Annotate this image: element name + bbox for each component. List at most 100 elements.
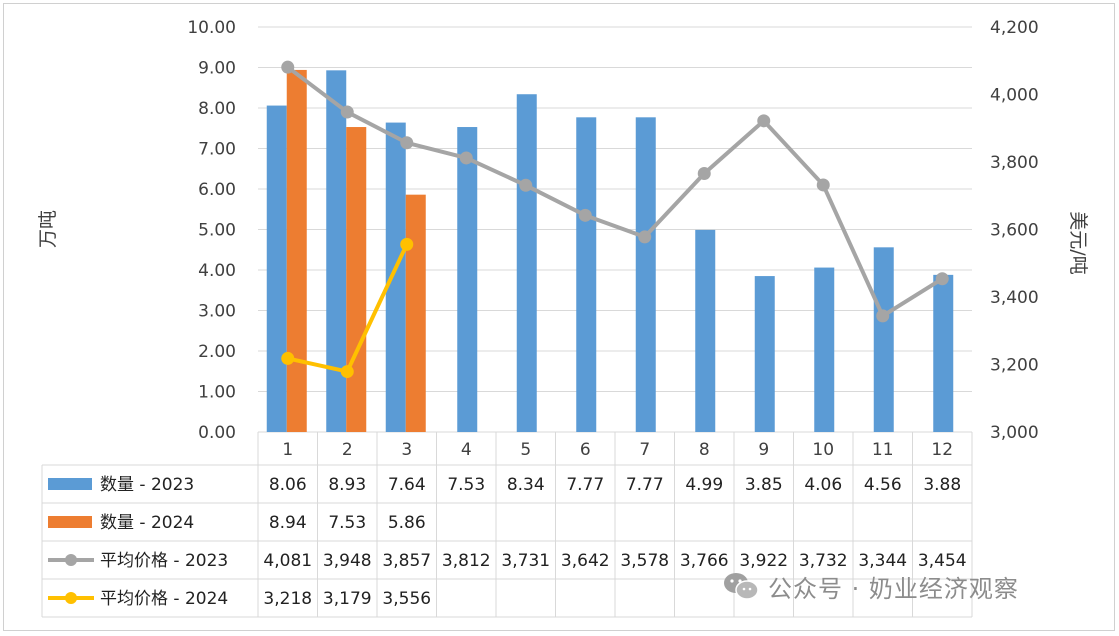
x-tick-label: 2	[342, 440, 353, 460]
table-cell: 7.77	[626, 475, 664, 495]
legend-label: 平均价格 - 2023	[100, 551, 228, 571]
y2-tick-label: 3,800	[990, 153, 1039, 173]
table-cell: 3,948	[323, 551, 372, 571]
table-cell: 4.99	[685, 475, 723, 495]
series-point	[340, 365, 354, 379]
x-tick-label: 3	[401, 440, 412, 460]
table-cell: 7.77	[566, 475, 604, 495]
table-cell: 3,218	[263, 589, 312, 609]
y2-tick-label: 4,000	[990, 86, 1039, 106]
series-point	[816, 178, 830, 192]
x-tick-label: 6	[580, 440, 591, 460]
y-tick-label: 4.00	[198, 261, 236, 281]
bar	[326, 70, 347, 433]
watermark-text: 公众号 · 奶业经济观察	[768, 574, 1019, 603]
bar	[346, 127, 367, 432]
table-cell: 3,578	[620, 551, 669, 571]
series-point	[697, 166, 711, 180]
series-point	[400, 136, 414, 150]
series-point	[876, 309, 890, 323]
y-tick-label: 2.00	[198, 342, 236, 362]
legend-label: 数量 - 2024	[100, 513, 194, 533]
y-tick-label: 5.00	[198, 221, 236, 241]
bar	[873, 247, 894, 432]
series-line	[286, 65, 944, 318]
y2-tick-label: 3,000	[990, 423, 1039, 443]
y-tick-label: 1.00	[198, 383, 236, 403]
table-cell: 3,454	[918, 551, 967, 571]
table-cell: 4,081	[263, 551, 312, 571]
chart-frame	[3, 3, 1115, 631]
y-tick-label: 0.00	[198, 423, 236, 443]
x-tick-label: 10	[812, 440, 834, 460]
y2-tick-label: 3,200	[990, 356, 1039, 376]
y-tick-label: 10.00	[187, 18, 236, 38]
series-point	[400, 237, 414, 251]
table-cell: 3,732	[799, 551, 848, 571]
bar	[405, 194, 426, 432]
wechat-icon	[722, 570, 760, 602]
y-tick-label: 6.00	[198, 180, 236, 200]
table-cell: 3,179	[323, 589, 372, 609]
series-point	[340, 105, 354, 119]
legend-swatch	[48, 516, 92, 528]
legend-marker	[65, 554, 77, 566]
x-tick-label: 4	[461, 440, 472, 460]
table-cell: 4.56	[864, 475, 902, 495]
y2-tick-label: 4,200	[990, 18, 1039, 38]
series-point	[578, 208, 592, 222]
bar	[266, 105, 287, 432]
table-cell: 3.85	[745, 475, 783, 495]
table-cell: 3,812	[442, 551, 491, 571]
table-cell: 8.93	[328, 475, 366, 495]
bar	[516, 94, 537, 432]
y-tick-label: 7.00	[198, 140, 236, 160]
x-tick-label: 11	[872, 440, 894, 460]
x-tick-label: 8	[699, 440, 710, 460]
x-tick-label: 5	[520, 440, 531, 460]
table-cell: 3,642	[561, 551, 610, 571]
bar	[385, 122, 406, 432]
x-tick-label: 12	[931, 440, 953, 460]
bar	[286, 69, 307, 433]
table-cell: 3,766	[680, 551, 729, 571]
table-cell: 5.86	[388, 513, 426, 533]
table-cell: 4.06	[804, 475, 842, 495]
table-cell: 3,556	[382, 589, 431, 609]
bar	[457, 127, 478, 432]
table-cell: 3,857	[382, 551, 431, 571]
series-point	[281, 60, 295, 74]
legend-label: 数量 - 2023	[100, 475, 194, 495]
bar	[695, 229, 716, 432]
table-cell: 8.34	[507, 475, 545, 495]
series-point	[459, 151, 473, 165]
bar	[814, 267, 835, 432]
bar	[576, 117, 597, 432]
table-cell: 7.64	[388, 475, 426, 495]
bar	[635, 117, 656, 432]
table-cell: 8.06	[269, 475, 307, 495]
x-tick-label: 7	[639, 440, 650, 460]
legend-swatch	[48, 478, 92, 490]
table-cell: 7.53	[447, 475, 485, 495]
table-cell: 3,731	[501, 551, 550, 571]
series-point	[638, 230, 652, 244]
y-tick-label: 3.00	[198, 302, 236, 322]
table-cell: 8.94	[269, 513, 307, 533]
y2-tick-label: 3,600	[990, 221, 1039, 241]
bar	[933, 274, 954, 432]
y2-tick-label: 3,400	[990, 288, 1039, 308]
y2-axis-title: 美元/吨	[1067, 211, 1089, 274]
bar	[754, 276, 775, 432]
y-tick-label: 9.00	[198, 59, 236, 79]
table-cell: 3.88	[923, 475, 961, 495]
table-cell: 3,344	[858, 551, 907, 571]
series-point	[757, 114, 771, 128]
table-cell: 3,922	[739, 551, 788, 571]
series-point	[519, 178, 533, 192]
x-tick-label: 9	[758, 440, 769, 460]
table-cell: 7.53	[328, 513, 366, 533]
legend-marker	[65, 592, 77, 604]
series-point	[281, 351, 295, 365]
